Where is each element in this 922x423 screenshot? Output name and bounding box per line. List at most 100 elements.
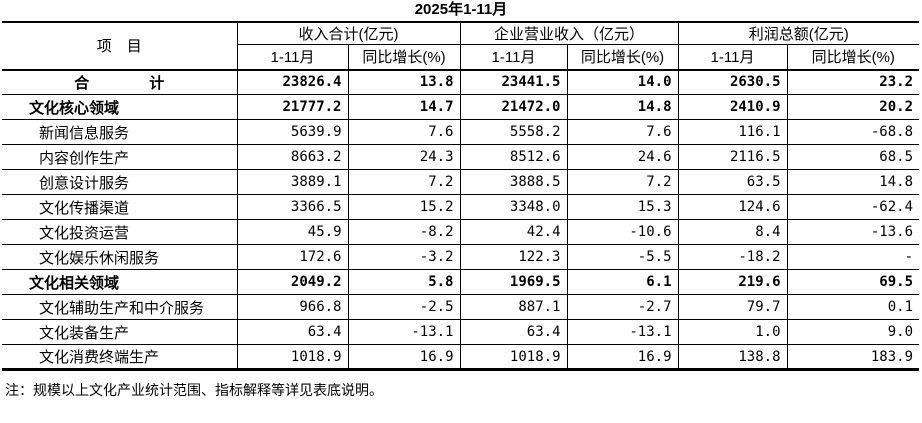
value-cell: 16.9 — [347, 344, 460, 371]
value-cell: 21777.2 — [236, 94, 348, 120]
value-cell: 172.6 — [236, 244, 348, 270]
value-cell: 0.1 — [786, 294, 920, 320]
column-header-profit-period: 1-11月 — [677, 44, 788, 71]
value-cell: 79.7 — [677, 294, 788, 320]
value-cell: -13.6 — [786, 219, 920, 245]
value-cell: 9.0 — [786, 319, 920, 345]
value-cell: 20.2 — [786, 94, 920, 120]
value-cell: 2410.9 — [677, 94, 788, 120]
table-row-related-sector: 文化相关领域 2049.2 5.8 1969.5 6.1 219.6 69.5 — [2, 269, 920, 295]
value-cell: 23441.5 — [459, 69, 567, 95]
row-label: 合 计 — [2, 69, 237, 95]
value-cell: 24.6 — [566, 144, 679, 170]
row-label: 新闻信息服务 — [2, 119, 237, 145]
value-cell: 8.4 — [677, 219, 788, 245]
statistics-table: 项 目 收入合计(亿元) 企业营业收入（亿元） 利润总额(亿元) 1-11月 同… — [2, 21, 920, 371]
value-cell: 5639.9 — [236, 119, 348, 145]
table-row-creative-design: 创意设计服务 3889.1 7.2 3888.5 7.2 63.5 14.8 — [2, 169, 920, 195]
value-cell: -3.2 — [347, 244, 460, 270]
row-label: 文化相关领域 — [2, 269, 237, 295]
value-cell: 14.8 — [566, 94, 679, 120]
value-cell: -2.7 — [566, 294, 679, 320]
table-header: 项 目 收入合计(亿元) 企业营业收入（亿元） 利润总额(亿元) 1-11月 同… — [2, 22, 920, 71]
value-cell: 183.9 — [786, 344, 920, 371]
header-sub-row: 1-11月 同比增长(%) 1-11月 同比增长(%) 1-11月 同比增长(%… — [2, 44, 920, 71]
table-row-equipment-production: 文化装备生产 63.4 -13.1 63.4 -13.1 1.0 9.0 — [2, 319, 920, 345]
value-cell: 2630.5 — [677, 69, 788, 95]
column-header-revenue-yoy: 同比增长(%) — [347, 44, 460, 71]
table-row-communication-channel: 文化传播渠道 3366.5 15.2 3348.0 15.3 124.6 -62… — [2, 194, 920, 220]
column-group-total-profit: 利润总额(亿元) — [677, 22, 920, 45]
column-header-revenue-period: 1-11月 — [236, 44, 348, 71]
value-cell: 887.1 — [459, 294, 567, 320]
row-label: 文化传播渠道 — [2, 194, 237, 220]
value-cell: 15.3 — [566, 194, 679, 220]
value-cell: 116.1 — [677, 119, 788, 145]
row-label: 创意设计服务 — [2, 169, 237, 195]
table-row-content-creation: 内容创作生产 8663.2 24.3 8512.6 24.6 2116.5 68… — [2, 144, 920, 170]
value-cell: 138.8 — [677, 344, 788, 371]
value-cell: 2116.5 — [677, 144, 788, 170]
row-label: 文化娱乐休闲服务 — [2, 244, 237, 270]
value-cell: 1.0 — [677, 319, 788, 345]
row-label: 内容创作生产 — [2, 144, 237, 170]
value-cell: -13.1 — [347, 319, 460, 345]
value-cell: 5.8 — [347, 269, 460, 295]
value-cell: 16.9 — [566, 344, 679, 371]
column-group-enterprise-revenue: 企业营业收入（亿元） — [459, 22, 679, 45]
table-row-core-sector: 文化核心领域 21777.2 14.7 21472.0 14.8 2410.9 … — [2, 94, 920, 120]
value-cell: 6.1 — [566, 269, 679, 295]
value-cell: 3366.5 — [236, 194, 348, 220]
value-cell: -10.6 — [566, 219, 679, 245]
value-cell: 23.2 — [786, 69, 920, 95]
row-label: 文化投资运营 — [2, 219, 237, 245]
row-label: 文化装备生产 — [2, 319, 237, 345]
value-cell: 3888.5 — [459, 169, 567, 195]
value-cell: 45.9 — [236, 219, 348, 245]
value-cell: 42.4 — [459, 219, 567, 245]
column-header-item: 项 目 — [2, 22, 237, 71]
value-cell: 1018.9 — [236, 344, 348, 371]
table-row-investment-operation: 文化投资运营 45.9 -8.2 42.4 -10.6 8.4 -13.6 — [2, 219, 920, 245]
value-cell: 3889.1 — [236, 169, 348, 195]
value-cell: 63.4 — [236, 319, 348, 345]
value-cell: 63.4 — [459, 319, 567, 345]
value-cell: 14.0 — [566, 69, 679, 95]
value-cell: -2.5 — [347, 294, 460, 320]
column-header-operating-yoy: 同比增长(%) — [566, 44, 679, 71]
value-cell: -68.8 — [786, 119, 920, 145]
value-cell: 14.7 — [347, 94, 460, 120]
value-cell: 24.3 — [347, 144, 460, 170]
row-label: 文化辅助生产和中介服务 — [2, 294, 237, 320]
value-cell: 14.8 — [786, 169, 920, 195]
row-label: 文化消费终端生产 — [2, 344, 237, 371]
value-cell: -18.2 — [677, 244, 788, 270]
value-cell: 68.5 — [786, 144, 920, 170]
table-row-news-info: 新闻信息服务 5639.9 7.6 5558.2 7.6 116.1 -68.8 — [2, 119, 920, 145]
column-header-profit-yoy: 同比增长(%) — [786, 44, 920, 71]
value-cell: 3348.0 — [459, 194, 567, 220]
column-header-operating-period: 1-11月 — [459, 44, 567, 71]
value-cell: -5.5 — [566, 244, 679, 270]
value-cell: 8663.2 — [236, 144, 348, 170]
table-row-grand-total: 合 计 23826.4 13.8 23441.5 14.0 2630.5 23.… — [2, 69, 920, 95]
footnote: 注：规模以上文化产业统计范围、指标解释等详见表底说明。 — [5, 382, 383, 398]
value-cell: 8512.6 — [459, 144, 567, 170]
value-cell: -13.1 — [566, 319, 679, 345]
value-cell: 122.3 — [459, 244, 567, 270]
row-label: 文化核心领域 — [2, 94, 237, 120]
value-cell: 13.8 — [347, 69, 460, 95]
value-cell: 69.5 — [786, 269, 920, 295]
value-cell: 7.2 — [566, 169, 679, 195]
value-cell: 219.6 — [677, 269, 788, 295]
value-cell: 7.6 — [347, 119, 460, 145]
value-cell: 7.6 — [566, 119, 679, 145]
value-cell: 1018.9 — [459, 344, 567, 371]
value-cell: 966.8 — [236, 294, 348, 320]
value-cell: 2049.2 — [236, 269, 348, 295]
value-cell: 21472.0 — [459, 94, 567, 120]
table-row-entertainment-leisure: 文化娱乐休闲服务 172.6 -3.2 122.3 -5.5 -18.2 - — [2, 244, 920, 270]
column-group-total-revenue: 收入合计(亿元) — [236, 22, 460, 45]
value-cell: 63.5 — [677, 169, 788, 195]
